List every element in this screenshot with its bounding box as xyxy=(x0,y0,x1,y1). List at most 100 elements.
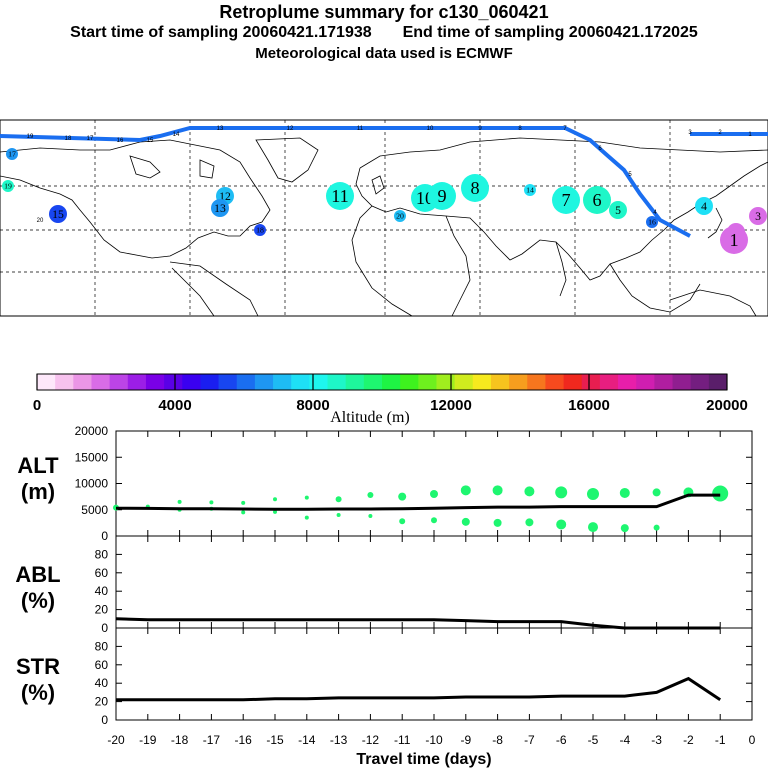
y-tick-label: 40 xyxy=(95,584,109,598)
cluster-point-high xyxy=(712,485,729,502)
colorbar-swatch xyxy=(182,374,201,390)
colorbar-tick-label: 16000 xyxy=(568,397,610,414)
y-tick-label: 60 xyxy=(95,566,109,580)
map-marker-label: 12 xyxy=(219,190,231,203)
colorbar-swatch xyxy=(654,374,673,390)
map-marker xyxy=(720,226,748,254)
trajectory-day-label: 1 xyxy=(748,132,752,138)
cluster-point-low xyxy=(620,524,629,533)
map-marker xyxy=(609,201,627,219)
y-tick-label: 0 xyxy=(101,621,108,635)
altitude-colorbar: 0 4000 8000 12000 16000 20000 Altitude (m) xyxy=(33,373,748,426)
panel-abl: 0 20 40 60 80 ABL(%) xyxy=(15,535,753,635)
colorbar-tick-label: 0 xyxy=(33,397,41,414)
map-marker xyxy=(583,186,611,214)
start-time-label: Start time of sampling 20060421.171938 xyxy=(70,24,372,41)
cluster-point-high xyxy=(555,486,568,499)
map-marker-label: 15 xyxy=(52,208,64,221)
map-marker-label: 9 xyxy=(437,186,446,206)
x-tick-label: -2 xyxy=(683,733,694,747)
trajectory-day-label: 7 xyxy=(563,126,567,132)
panel-str: 0 20 40 60 80 STR(%) xyxy=(16,627,753,727)
colorbar-label: Altitude (m) xyxy=(330,409,410,426)
trajectory-day-label: 5 xyxy=(628,172,632,178)
cluster-point-high xyxy=(304,495,309,500)
colorbar-swatch xyxy=(454,374,474,390)
map-marker xyxy=(326,182,354,210)
map-marker xyxy=(524,184,536,196)
trajectory-day-label: 11 xyxy=(357,126,364,132)
colorbar-swatch xyxy=(309,374,328,390)
colorbar-swatch xyxy=(509,374,528,390)
cluster-point-high xyxy=(587,488,599,500)
x-axis-title: Travel time (days) xyxy=(356,751,491,768)
cluster-point-low xyxy=(241,510,246,515)
colorbar-swatch xyxy=(127,374,147,390)
colorbar-swatch xyxy=(490,374,510,390)
chart-title: Retroplume summary for c130_060421 xyxy=(219,2,549,22)
trajectory-day-label: 15 xyxy=(147,138,154,144)
panel-line-alt xyxy=(115,493,721,511)
cluster-point-high xyxy=(652,488,661,497)
colorbar-swatch xyxy=(200,374,219,390)
y-tick-label: 80 xyxy=(95,639,109,653)
colorbar-swatch xyxy=(400,374,419,390)
colorbar-swatch xyxy=(436,374,456,390)
trajectory-day-label: 20 xyxy=(37,218,44,224)
colorbar-swatch xyxy=(690,374,710,390)
colorbar-tick-label: 12000 xyxy=(430,397,472,414)
colorbar-tick-label: 4000 xyxy=(158,397,191,414)
cluster-point-low xyxy=(273,509,277,514)
trajectory-day-label: 17 xyxy=(87,136,94,142)
cluster-point-high xyxy=(241,500,246,505)
x-tick-label: -9 xyxy=(460,733,471,747)
map-marker-label: 20 xyxy=(396,212,404,221)
panel-ylabel-unit: (%) xyxy=(21,588,55,613)
trajectory-day-label: 13 xyxy=(217,126,224,132)
cluster-point-low xyxy=(368,514,373,519)
cluster-point-high xyxy=(524,486,535,497)
map-marker xyxy=(254,224,266,236)
map-marker xyxy=(695,197,713,215)
colorbar-swatch xyxy=(218,374,238,390)
map-marker xyxy=(646,216,658,228)
y-tick-label: 0 xyxy=(101,713,108,727)
trajectory-day-label: 14 xyxy=(173,132,180,138)
x-tick-label: -3 xyxy=(651,733,662,747)
map-marker xyxy=(211,199,229,217)
colorbar-swatch xyxy=(55,374,74,390)
cluster-point-high xyxy=(177,499,182,504)
colorbar-swatch xyxy=(73,374,92,390)
cluster-point-high xyxy=(367,492,374,499)
colorbar-swatch xyxy=(672,374,692,390)
map-marker xyxy=(461,174,489,202)
map-marker-label: 14 xyxy=(526,186,534,195)
trajectory-day-label: 12 xyxy=(287,126,294,132)
panel-frame xyxy=(115,627,753,721)
colorbar-tick-label: 20000 xyxy=(706,397,748,414)
map-marker xyxy=(552,186,580,214)
colorbar-swatch xyxy=(327,374,347,390)
colorbar-swatch xyxy=(254,374,274,390)
colorbar-swatch xyxy=(418,374,437,390)
cluster-point-low xyxy=(525,518,534,527)
cluster-point-low xyxy=(399,518,406,525)
y-tick-label: 80 xyxy=(95,547,109,561)
map-marker-label: 7 xyxy=(561,190,570,210)
colorbar-swatch xyxy=(581,374,601,390)
map-marker xyxy=(749,207,767,225)
map-marker xyxy=(428,182,456,210)
sampling-times: Start time of sampling 20060421.171938 E… xyxy=(0,24,768,42)
x-tick-label: -20 xyxy=(107,733,125,747)
trajectory-day-label: 8 xyxy=(518,126,522,132)
colorbar-swatch xyxy=(563,374,583,390)
x-tick-label: -13 xyxy=(330,733,348,747)
map-marker-label: 1 xyxy=(729,230,738,250)
trajectory-day-label: 19 xyxy=(27,134,34,140)
x-tick-label: -18 xyxy=(171,733,189,747)
x-tick-label: -19 xyxy=(139,733,157,747)
map-marker-label: 5 xyxy=(615,204,621,217)
x-tick-label: -14 xyxy=(298,733,316,747)
